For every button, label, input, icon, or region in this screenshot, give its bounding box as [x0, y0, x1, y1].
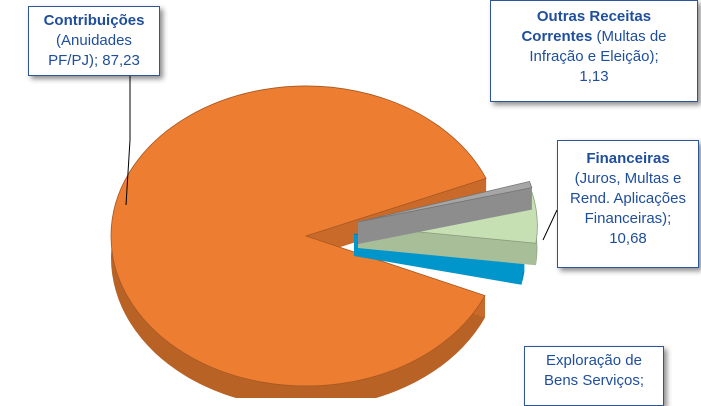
label-outras-title-1: Outras Receitas — [537, 8, 651, 25]
label-outras-title-2: Correntes — [521, 28, 592, 45]
label-exploracao-line1: Exploração de — [525, 351, 663, 371]
label-contribuicoes: Contribuições (Anuidades PF/PJ); 87,23 — [28, 6, 160, 76]
label-financeiras-title: Financeiras — [586, 150, 669, 167]
label-financeiras-value: 10,68 — [558, 229, 698, 249]
label-contribuicoes-value: PF/PJ); 87,23 — [29, 51, 159, 71]
leader-line-financeiras — [543, 210, 557, 240]
label-exploracao-line2: Bens Serviços; — [525, 371, 663, 391]
label-contribuicoes-desc: (Anuidades — [29, 31, 159, 51]
label-financeiras: Financeiras (Juros, Multas e Rend. Aplic… — [557, 140, 699, 268]
label-outras-value: 1,13 — [491, 67, 697, 87]
label-outras-desc-1: (Multas de — [592, 28, 666, 45]
label-financeiras-desc-2: Rend. Aplicações — [558, 189, 698, 209]
label-outras-desc-2: Infração e Eleição); — [491, 47, 697, 67]
label-contribuicoes-title: Contribuições — [44, 12, 145, 29]
label-exploracao: Exploração de Bens Serviços; — [524, 346, 664, 406]
label-financeiras-desc-1: (Juros, Multas e — [558, 169, 698, 189]
label-financeiras-desc-3: Financeiras); — [558, 209, 698, 229]
label-outras-receitas: Outras Receitas Correntes (Multas de Inf… — [490, 0, 698, 102]
